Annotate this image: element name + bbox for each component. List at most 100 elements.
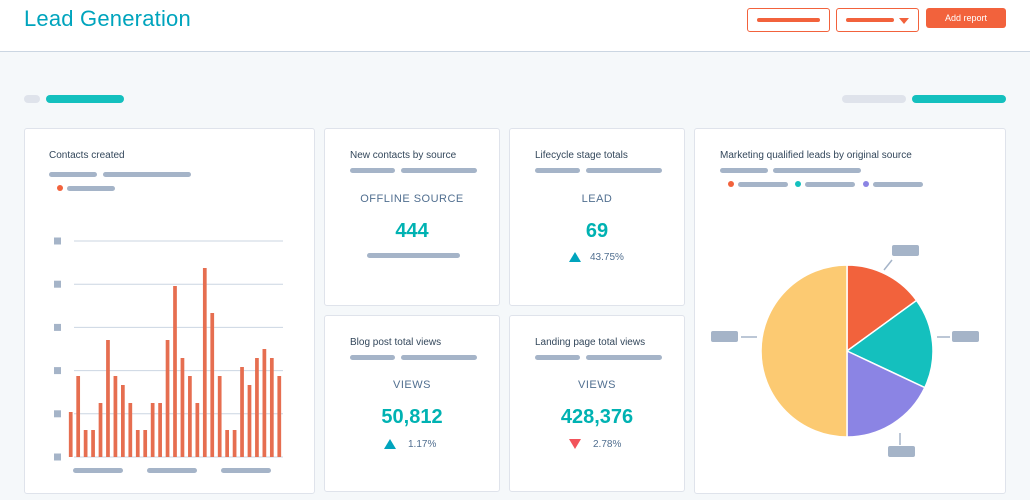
- legend-label-placeholder: [805, 181, 855, 187]
- bar: [76, 376, 81, 457]
- bar: [225, 430, 229, 457]
- pie-callout-label: [711, 331, 738, 342]
- y-tick-label-placeholder: [54, 410, 61, 418]
- dropdown-label-placeholder: [846, 18, 894, 22]
- y-tick-label-placeholder: [54, 280, 61, 288]
- subtitle-placeholder: [401, 168, 477, 173]
- top-bar: Lead Generation Add report: [0, 0, 1030, 52]
- bar: [106, 340, 110, 457]
- card-title: New contacts by source: [350, 150, 457, 161]
- pie-slice: [846, 349, 926, 438]
- bar: [83, 430, 88, 457]
- metric-value: 428,376: [560, 406, 634, 428]
- x-axis-label-placeholder: [73, 468, 123, 473]
- x-axis-label-placeholder: [147, 468, 197, 473]
- blog-views-card[interactable]: Blog post total views VIEWS 50,812 1.17%: [324, 315, 500, 492]
- legend-dot: [795, 181, 801, 187]
- metric-label: VIEWS: [393, 379, 431, 391]
- mql-pie-chart: [741, 259, 950, 445]
- contacts-bar-chart: [54, 237, 283, 461]
- pie-slice: [760, 264, 848, 438]
- legend-label-placeholder: [738, 181, 788, 187]
- y-tick-label-placeholder: [54, 323, 61, 331]
- subtitle-placeholder: [103, 172, 191, 177]
- mql-source-card[interactable]: Marketing qualified leads by original so…: [694, 128, 1006, 494]
- bar: [269, 358, 274, 457]
- bar: [158, 403, 162, 457]
- bar: [135, 430, 140, 457]
- bar: [262, 349, 267, 457]
- bar: [232, 430, 237, 457]
- bar: [113, 376, 118, 457]
- metric-footer-placeholder: [367, 253, 460, 258]
- filter-dropdown[interactable]: [836, 8, 919, 32]
- subtitle-placeholder: [49, 172, 97, 177]
- pie-callout-label: [888, 446, 915, 457]
- legend-dot: [728, 181, 734, 187]
- metric-label: OFFLINE SOURCE: [360, 193, 464, 205]
- legend-label-placeholder: [873, 181, 923, 187]
- pie-callout-label: [952, 331, 979, 342]
- bar: [91, 430, 95, 457]
- bar: [68, 412, 73, 457]
- trend-down-icon: [569, 439, 581, 449]
- chevron-down-icon: [899, 18, 909, 24]
- card-title: Lifecycle stage totals: [535, 150, 628, 161]
- bar: [165, 340, 170, 457]
- y-tick-label-placeholder: [54, 453, 61, 461]
- callout-leader-line: [883, 259, 893, 271]
- card-title: Landing page total views: [535, 337, 646, 348]
- subtitle-placeholder: [586, 168, 662, 173]
- change-percent: 43.75%: [590, 252, 624, 263]
- bar: [277, 376, 282, 457]
- pie-callout-label: [892, 245, 919, 256]
- new-contacts-card[interactable]: New contacts by source OFFLINE SOURCE 44…: [324, 128, 500, 306]
- bar: [195, 403, 200, 457]
- bar: [188, 376, 192, 457]
- bar: [150, 403, 155, 457]
- card-title: Marketing qualified leads by original so…: [720, 150, 912, 161]
- bar: [202, 268, 207, 457]
- metric-label: LEAD: [581, 193, 613, 205]
- page-title: Lead Generation: [24, 6, 191, 31]
- change-percent: 1.17%: [408, 439, 437, 450]
- button-label-placeholder: [757, 18, 820, 22]
- bar: [210, 313, 215, 457]
- card-title: Contacts created: [49, 150, 125, 161]
- bar: [121, 385, 125, 457]
- change-percent: 2.78%: [593, 439, 622, 450]
- y-tick-label-placeholder: [54, 237, 61, 245]
- metric-value: 444: [395, 220, 429, 242]
- bar: [128, 403, 133, 457]
- contacts-created-card[interactable]: Contacts created: [24, 128, 315, 494]
- subtitle-placeholder: [350, 355, 395, 360]
- filter-tab-active[interactable]: [46, 95, 124, 103]
- subtitle-placeholder: [535, 168, 580, 173]
- bar: [217, 376, 222, 457]
- lifecycle-card[interactable]: Lifecycle stage totals LEAD 69 43.75%: [509, 128, 685, 306]
- pie-slice: [845, 299, 934, 389]
- bar: [98, 403, 103, 457]
- landing-views-card[interactable]: Landing page total views VIEWS 428,376 2…: [509, 315, 685, 492]
- subtitle-placeholder: [535, 355, 580, 360]
- view-toggle-inactive[interactable]: [842, 95, 906, 103]
- pie-slice: [846, 264, 918, 353]
- trend-up-icon: [569, 252, 581, 262]
- bar: [173, 286, 177, 457]
- bar: [247, 385, 252, 457]
- subtitle-placeholder: [401, 355, 477, 360]
- bar: [143, 430, 148, 457]
- bar: [255, 358, 259, 457]
- legend-dot: [863, 181, 869, 187]
- view-toggle-active[interactable]: [912, 95, 1006, 103]
- x-axis-label-placeholder: [221, 468, 271, 473]
- metric-label: VIEWS: [578, 379, 616, 391]
- date-range-button[interactable]: [747, 8, 830, 32]
- add-report-button[interactable]: Add report: [926, 8, 1006, 28]
- bar: [180, 358, 185, 457]
- subtitle-placeholder: [350, 168, 395, 173]
- legend-label-placeholder: [67, 185, 115, 191]
- filter-tab-inactive[interactable]: [24, 95, 40, 103]
- trend-up-icon: [384, 439, 396, 449]
- subtitle-placeholder: [773, 168, 861, 173]
